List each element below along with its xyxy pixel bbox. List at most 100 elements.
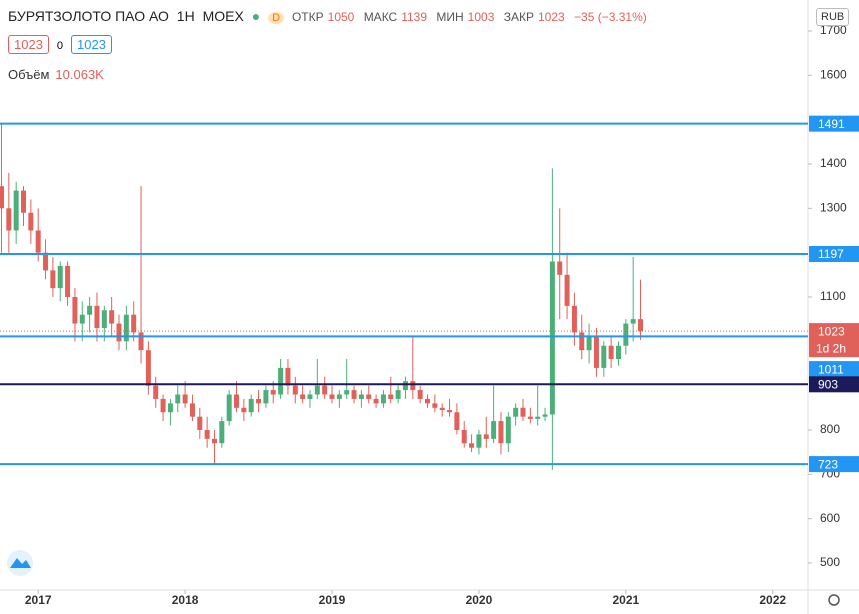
candle-body [263,390,269,404]
candle-body [314,385,320,395]
candle-body [388,394,394,399]
candle-body [461,429,467,444]
candle-body [6,208,12,231]
level-label: 1491 [818,117,845,131]
candle-body [182,394,188,404]
candle-body [358,394,364,399]
candle-body [476,434,482,448]
spread: 0 [56,40,64,52]
candle-body [638,319,644,332]
level-label: 1011 [818,362,844,376]
candle-body [123,314,129,342]
quote-boxes: 1023 0 1023 [8,35,120,54]
candle-body [101,310,107,329]
high-value: 1139 [401,10,428,24]
candle-body [28,212,34,231]
candle-body [564,274,570,306]
candle-body [189,403,195,417]
candle-body [211,438,217,444]
candle-body [557,261,563,275]
y-tick-label: 1700 [820,23,847,37]
level-label-bg [809,376,859,393]
candle-body [469,443,475,448]
y-tick-label: 800 [820,422,840,436]
candle-body [483,434,489,439]
y-tick-label: 1100 [820,289,846,303]
candle-body [505,416,511,444]
x-tick-label: 2021 [612,593,639,607]
candle-body [43,252,49,271]
candle-body [410,381,416,391]
candle-body [571,305,577,333]
candle-body [344,390,350,395]
candle-body [57,265,63,289]
candle-body [278,367,284,395]
last-price-label: 1023 [818,324,845,338]
volume-legend: Объём 10.063K [8,67,104,82]
volume-value: 10.063K [55,67,104,82]
candle-body [219,421,225,444]
candle-body [498,421,504,444]
y-tick-label: 500 [820,555,840,569]
candle-body [131,314,137,333]
candle-body [586,336,592,351]
level-label-bg [809,115,859,132]
legend: БУРЯТЗОЛОТО ПАО АО 1Н MOEX ● D ОТКР 1050 … [8,8,657,24]
level-label-bg [809,456,859,473]
candle-body [579,332,585,351]
open-value: 1050 [327,10,355,24]
candle-body [307,394,313,399]
level-label-bg [809,245,859,262]
badge[interactable]: D [268,12,285,24]
x-tick-label: 2018 [172,593,199,607]
candle-body [72,296,78,324]
candle-body [439,407,445,411]
last-price-bg [809,323,859,358]
candle-body [601,345,607,368]
candle-body [395,390,401,399]
candle-body [380,394,386,404]
low-value: 1003 [467,10,495,24]
candle-body [329,394,335,399]
candle-body [535,416,541,419]
logo-mark [10,558,31,568]
candle-body [425,398,431,404]
interval[interactable]: 1Н [176,8,195,24]
candle-body [226,394,232,422]
close-value: 1023 [537,10,565,24]
candle-body [50,270,56,289]
candle-body [167,403,173,413]
candle-body [454,412,460,430]
candle-body [630,319,636,324]
candle-body [35,230,41,253]
x-tick-label: 2017 [25,593,52,607]
settings-icon[interactable] [828,594,840,606]
symbol[interactable]: БУРЯТЗОЛОТО ПАО АО [8,8,169,24]
candle-body [79,314,85,324]
candle-body [270,390,276,395]
bid[interactable]: 1023 [8,35,49,54]
candle-body [447,410,453,413]
low-label: МИН [436,10,464,24]
x-tick-label: 2022 [759,593,786,607]
level-label-bg [809,361,859,378]
candle-body [197,416,203,430]
level-label: 903 [818,377,838,391]
level-label: 1197 [818,247,844,261]
candle-body [116,323,122,342]
candle-body [13,190,19,231]
candle-body [373,398,379,404]
countdown: 1d 2h [816,341,846,355]
high-label: МАКС [363,10,398,24]
currency[interactable]: RUB [816,8,850,26]
candle-body [322,385,328,395]
ask[interactable]: 1023 [71,35,112,54]
candle-body [241,407,247,413]
candle-body [417,390,423,399]
candle-body [65,265,71,297]
candle-body [491,421,497,439]
y-tick-label: 1300 [820,200,847,214]
candle-body [300,394,306,399]
